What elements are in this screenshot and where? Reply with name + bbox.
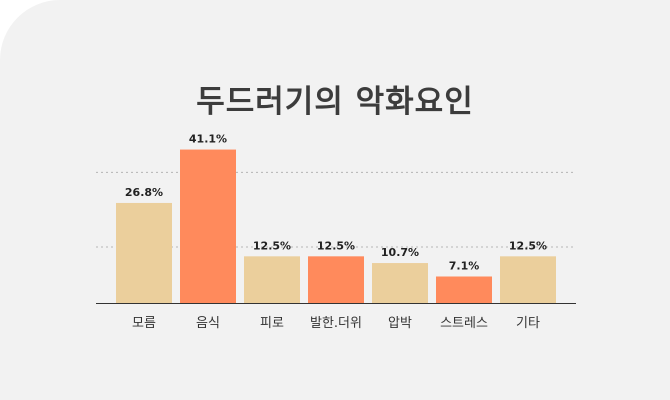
data-label-1: 26.8% (125, 186, 163, 199)
bar-2 (180, 149, 236, 303)
category-label-1: 모름 (132, 316, 156, 331)
data-label-2: 41.1% (189, 133, 227, 146)
bar-4 (308, 256, 364, 303)
bar-7 (500, 256, 556, 303)
data-label-3: 12.5% (253, 239, 291, 252)
chart-title: 두드러기의 악화요인 (196, 84, 474, 120)
category-label-7: 기타 (516, 316, 540, 331)
category-label-2: 음식 (196, 316, 220, 331)
data-label-6: 7.1% (449, 259, 480, 272)
data-label-7: 12.5% (509, 239, 547, 252)
category-label-3: 피로 (260, 316, 284, 331)
category-label-5: 압박 (388, 316, 412, 331)
category-label-4: 발한.더위 (310, 316, 362, 331)
category-label-6: 스트레스 (440, 316, 488, 331)
bar-5 (372, 263, 428, 303)
data-label-5: 10.7% (381, 246, 419, 259)
data-label-4: 12.5% (317, 239, 355, 252)
bar-1 (116, 202, 172, 303)
bar-3 (244, 256, 300, 303)
bar-6 (436, 276, 492, 303)
